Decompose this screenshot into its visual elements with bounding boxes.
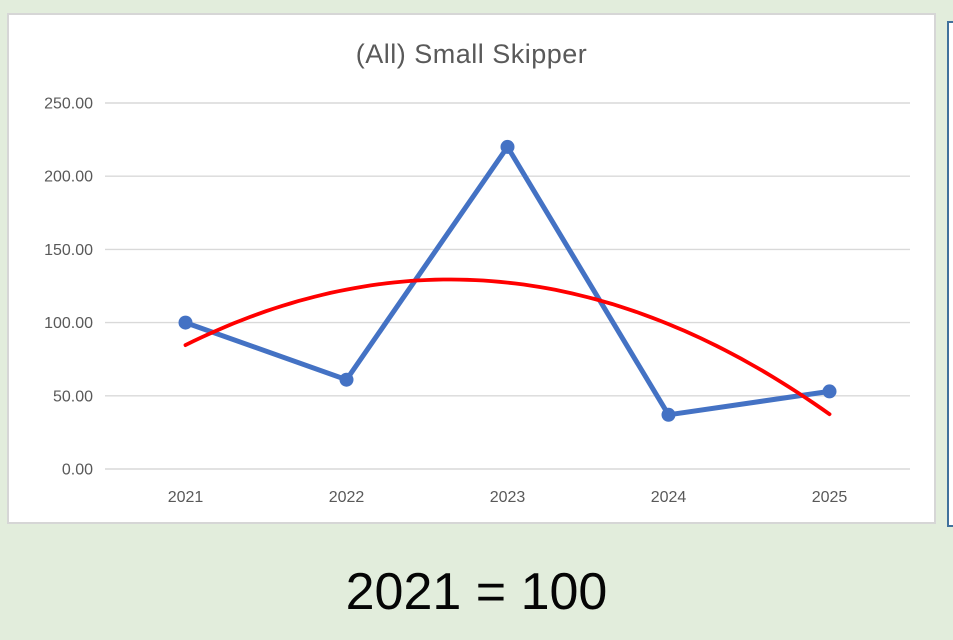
x-axis-tick-label: 2022 [329, 489, 365, 506]
y-axis-tick-label: 250.00 [44, 96, 93, 113]
x-axis-tick-label: 2023 [490, 489, 526, 506]
y-axis-tick-label: 0.00 [62, 462, 93, 479]
y-axis-tick-label: 50.00 [53, 388, 93, 405]
data-point-marker[interactable] [339, 372, 354, 387]
adjacent-chart-edge[interactable] [947, 21, 953, 527]
data-point-marker[interactable] [822, 384, 837, 399]
chart-title[interactable]: (All) Small Skipper [355, 39, 588, 69]
y-axis-tick-label: 200.00 [44, 169, 93, 186]
y-axis-tick-label: 100.00 [44, 315, 93, 332]
data-point-marker[interactable] [178, 315, 193, 330]
line-chart: 0.00 50.00 100.00 150.00 200.00 250.00 2021 202… [44, 96, 910, 506]
data-point-marker[interactable] [500, 139, 515, 154]
chart-card[interactable]: 0.00 50.00 100.00 150.00 200.00 250.00 2021 202… [7, 13, 936, 524]
y-axis-tick-label: 150.00 [44, 242, 93, 259]
x-axis-tick-label: 2025 [812, 489, 848, 506]
trendline[interactable] [183, 277, 832, 417]
x-axis-tick-label: 2021 [168, 489, 204, 506]
x-axis-tick-label: 2024 [651, 489, 687, 506]
data-point-marker[interactable] [661, 407, 676, 422]
index-baseline-caption[interactable]: 2021 = 100 [345, 563, 608, 621]
